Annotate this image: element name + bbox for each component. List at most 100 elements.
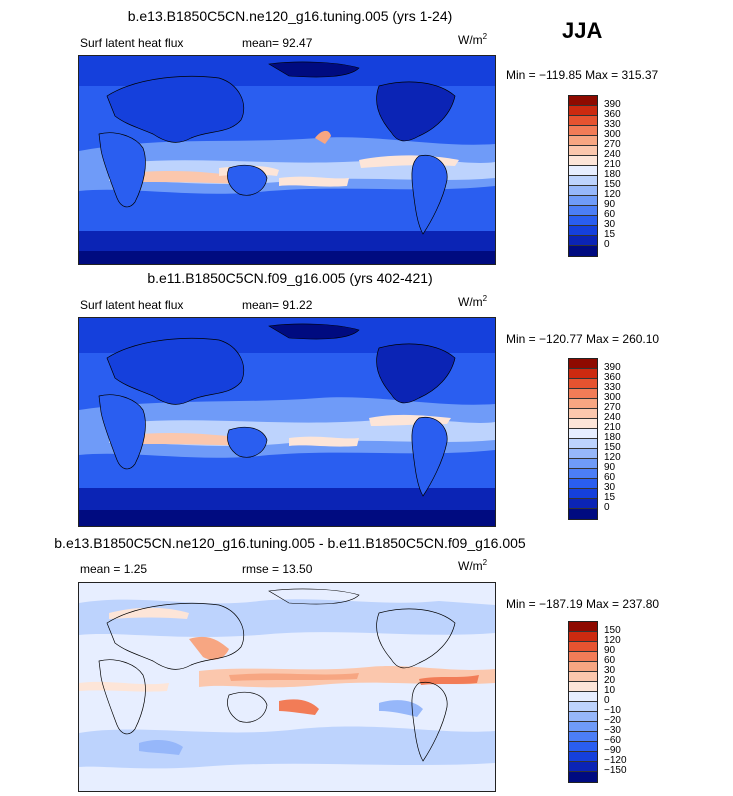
colorbar-cell <box>569 359 597 369</box>
colorbar-cell <box>569 772 597 782</box>
colorbar-cell <box>569 136 597 146</box>
colorbar-tick-label: 390 <box>604 362 621 373</box>
colorbar-cell <box>569 206 597 216</box>
colorbar-tick-label: 30 <box>604 219 616 230</box>
colorbar-cell <box>569 672 597 682</box>
colorbar-tick-label: 30 <box>604 482 616 493</box>
colorbar-tick-label: 0 <box>604 239 610 250</box>
colorbar-tick-label: 90 <box>604 645 616 656</box>
colorbar-tick-label: 150 <box>604 625 621 636</box>
colorbar-tick-label: 15 <box>604 492 616 503</box>
colorbar-tick-label: 60 <box>604 472 616 483</box>
colorbar-cell <box>569 732 597 742</box>
colorbar-tick-label: 360 <box>604 372 621 383</box>
colorbar-tick-label: 10 <box>604 685 616 696</box>
colorbar-cell <box>569 622 597 632</box>
colorbar-cell <box>569 409 597 419</box>
colorbar-tick-label: 120 <box>604 452 621 463</box>
panel-1-variable-label: Surf latent heat flux <box>80 36 184 50</box>
colorbar-tick-label: 240 <box>604 412 621 423</box>
colorbar-cell <box>569 176 597 186</box>
colorbar-cell <box>569 469 597 479</box>
colorbar-tick-label: 300 <box>604 392 621 403</box>
colorbar-cell <box>569 216 597 226</box>
colorbar-cell <box>569 166 597 176</box>
panel-3-rmse-label: rmse = 13.50 <box>242 562 313 576</box>
colorbar-tick-label: −20 <box>604 715 621 726</box>
colorbar-cell <box>569 692 597 702</box>
colorbar-cell <box>569 652 597 662</box>
panel-3-title: b.e13.B1850C5CN.ne120_g16.tuning.005 - b… <box>54 535 526 551</box>
colorbar-tick-label: −90 <box>604 745 621 756</box>
panel-3-minmax: Min = −187.19 Max = 237.80 <box>506 597 660 611</box>
colorbar-tick-label: 390 <box>604 99 621 110</box>
panel-2-units: W/m2 <box>458 294 488 309</box>
colorbar-cell <box>569 369 597 379</box>
panel-3-mean-label: mean = 1.25 <box>80 562 148 576</box>
colorbar-cell <box>569 449 597 459</box>
colorbar-cell <box>569 712 597 722</box>
colorbar-cell <box>569 146 597 156</box>
panel-1-colorbar <box>568 95 598 257</box>
colorbar-tick-label: −60 <box>604 735 621 746</box>
colorbar-tick-label: 20 <box>604 675 616 686</box>
colorbar-tick-label: 30 <box>604 665 616 676</box>
colorbar-cell <box>569 126 597 136</box>
panel-1-title: b.e13.B1850C5CN.ne120_g16.tuning.005 (yr… <box>127 8 453 24</box>
colorbar-cell <box>569 479 597 489</box>
colorbar-tick-label: 0 <box>604 695 610 706</box>
colorbar-cell <box>569 632 597 642</box>
colorbar-cell <box>569 762 597 772</box>
panel-3-map <box>78 582 496 792</box>
colorbar-cell <box>569 752 597 762</box>
colorbar-tick-label: 180 <box>604 432 621 443</box>
colorbar-tick-label: 210 <box>604 159 621 170</box>
colorbar-tick-label: 270 <box>604 139 621 150</box>
colorbar-tick-label: 120 <box>604 635 621 646</box>
colorbar-cell <box>569 96 597 106</box>
colorbar-cell <box>569 682 597 692</box>
panel-3-colorbar <box>568 621 598 783</box>
colorbar-cell <box>569 196 597 206</box>
colorbar-cell <box>569 509 597 519</box>
panel-3-units: W/m2 <box>458 558 488 573</box>
colorbar-cell <box>569 499 597 509</box>
colorbar-cell <box>569 742 597 752</box>
colorbar-cell <box>569 116 597 126</box>
panel-2-mean-label: mean= 91.22 <box>242 298 313 312</box>
colorbar-tick-label: −30 <box>604 725 621 736</box>
colorbar-cell <box>569 156 597 166</box>
colorbar-cell <box>569 489 597 499</box>
colorbar-tick-label: 360 <box>604 109 621 120</box>
colorbar-tick-label: 120 <box>604 189 621 200</box>
colorbar-cell <box>569 186 597 196</box>
panel-2-map <box>78 317 496 527</box>
colorbar-cell <box>569 419 597 429</box>
season-label: JJA <box>562 18 603 43</box>
colorbar-tick-label: 240 <box>604 149 621 160</box>
colorbar-tick-label: 150 <box>604 179 621 190</box>
colorbar-tick-label: 90 <box>604 462 616 473</box>
colorbar-cell <box>569 642 597 652</box>
colorbar-tick-label: 330 <box>604 119 621 130</box>
colorbar-cell <box>569 236 597 246</box>
colorbar-cell <box>569 722 597 732</box>
colorbar-cell <box>569 459 597 469</box>
colorbar-tick-label: 90 <box>604 199 616 210</box>
colorbar-cell <box>569 439 597 449</box>
colorbar-tick-label: 180 <box>604 169 621 180</box>
colorbar-tick-label: −10 <box>604 705 621 716</box>
panel-1-minmax: Min = −119.85 Max = 315.37 <box>506 68 659 82</box>
colorbar-cell <box>569 662 597 672</box>
colorbar-tick-label: −150 <box>604 765 627 776</box>
colorbar-tick-label: 0 <box>604 502 610 513</box>
panel-2-colorbar <box>568 358 598 520</box>
colorbar-cell <box>569 389 597 399</box>
panel-1-mean-label: mean= 92.47 <box>242 36 313 50</box>
colorbar-tick-label: 300 <box>604 129 621 140</box>
colorbar-tick-label: 150 <box>604 442 621 453</box>
panel-1-map <box>78 55 496 265</box>
colorbar-cell <box>569 702 597 712</box>
colorbar-tick-label: 270 <box>604 402 621 413</box>
colorbar-tick-label: 60 <box>604 655 616 666</box>
